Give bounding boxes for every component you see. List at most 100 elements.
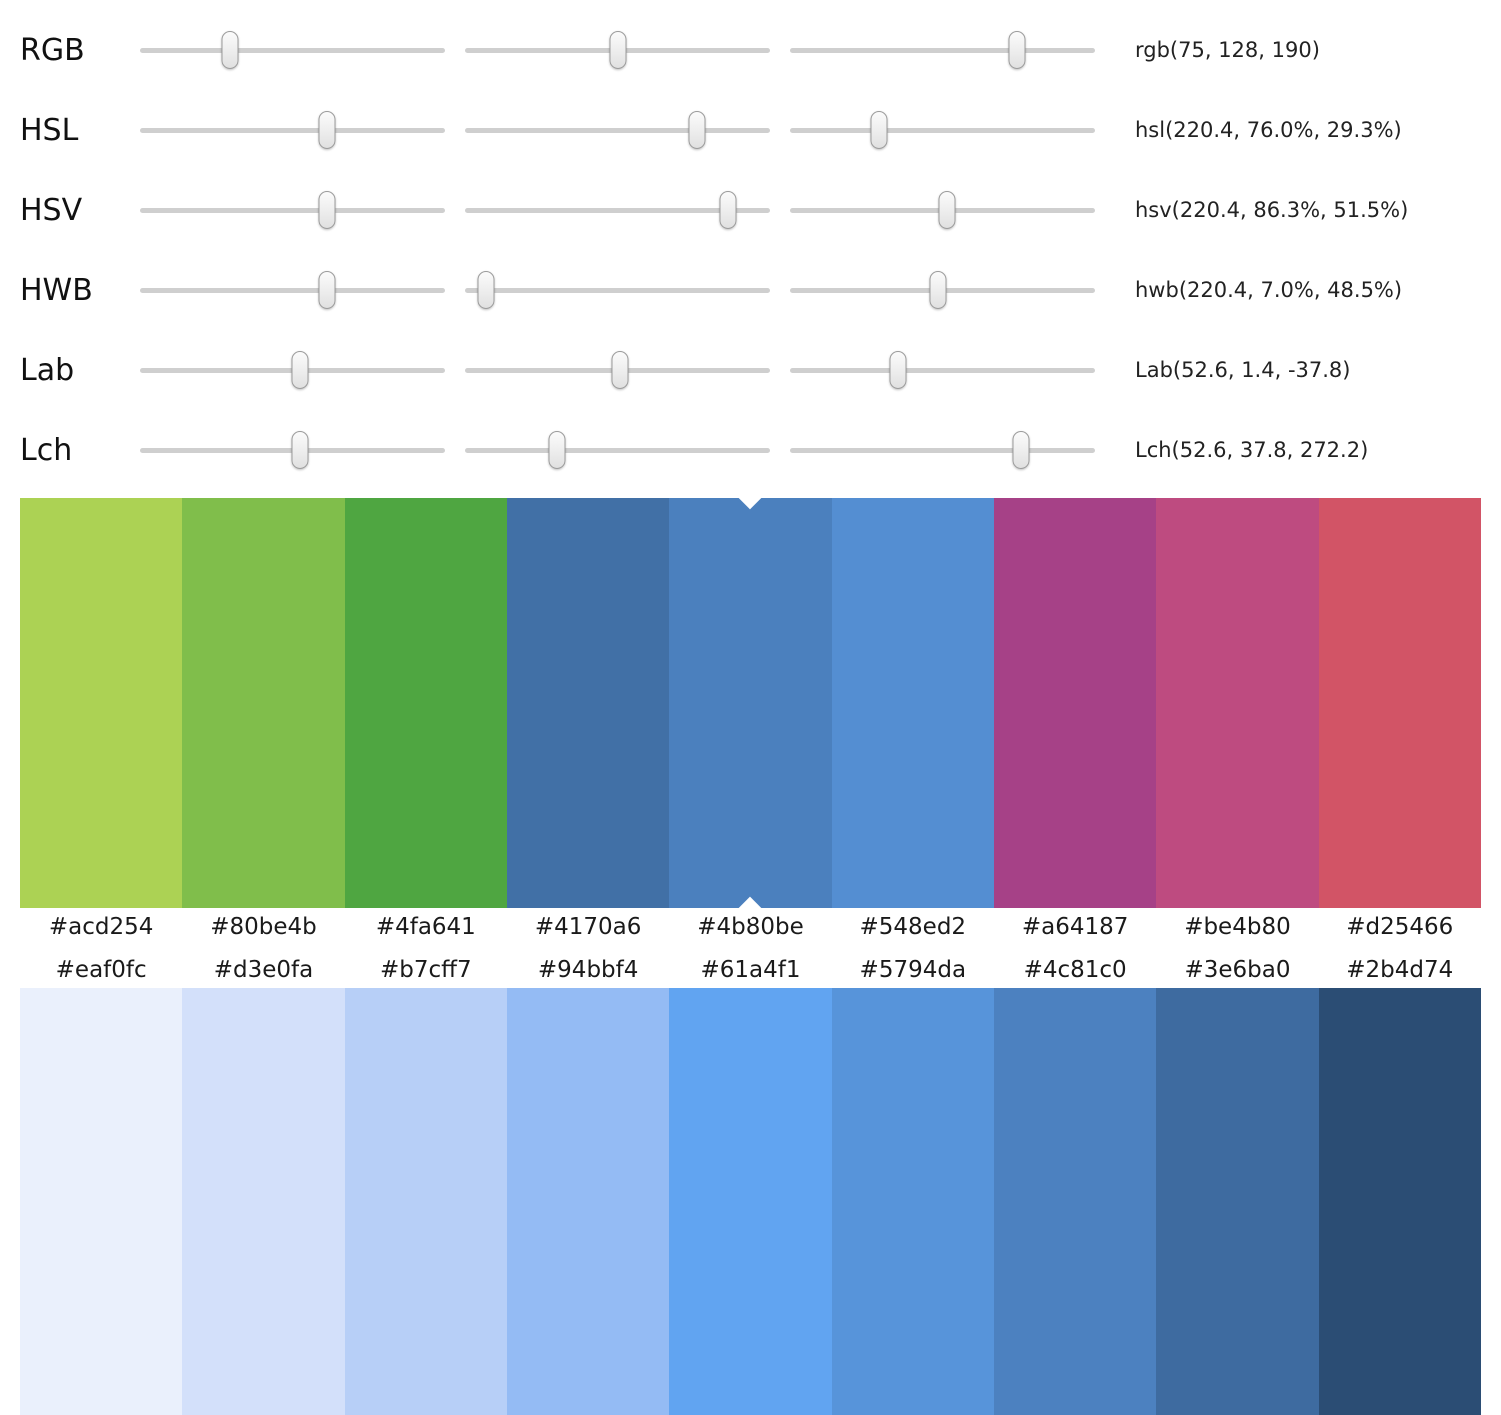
swatch-4fa641[interactable]	[344, 498, 507, 908]
hsv-slider-1[interactable]	[140, 187, 445, 233]
lab-slider-3[interactable]	[790, 347, 1095, 393]
lightness-palette	[20, 988, 1481, 1415]
lab-slider-2[interactable]	[465, 347, 770, 393]
swatch-3e6ba0[interactable]	[1156, 988, 1319, 1415]
hsl-slider-3-track[interactable]	[790, 127, 1095, 133]
lch-slider-1[interactable]	[140, 427, 445, 473]
lab-slider-1-thumb[interactable]	[291, 351, 309, 389]
hsl-slider-3[interactable]	[790, 107, 1095, 153]
rgb-slider-3[interactable]	[790, 27, 1095, 73]
rgb-slider-1-thumb[interactable]	[221, 31, 239, 69]
swatch-80be4b[interactable]	[182, 498, 345, 908]
slider-label-hwb: HWB	[20, 272, 93, 308]
lch-slider-3-thumb[interactable]	[1012, 431, 1030, 469]
lch-slider-1-thumb[interactable]	[291, 431, 309, 469]
slider-label-lch: Lch	[20, 432, 73, 468]
hwb-slider-1[interactable]	[140, 267, 445, 313]
hsv-slider-3-thumb[interactable]	[938, 191, 956, 229]
hue-palette-hex-labels: #acd254 #80be4b #4fa641 #4170a6 #4b80be #548e…	[20, 908, 1481, 945]
swatch-eaf0fc[interactable]	[20, 988, 183, 1415]
lch-slider-3-track[interactable]	[790, 447, 1095, 453]
hsv-slider-1-track[interactable]	[140, 207, 445, 213]
hsl-slider-2-thumb[interactable]	[688, 111, 706, 149]
lch-slider-2-track[interactable]	[465, 447, 770, 453]
hex-label-acd254: #acd254	[48, 914, 154, 940]
hwb-slider-3-thumb[interactable]	[929, 271, 947, 309]
swatch-4c81c0[interactable]	[993, 988, 1157, 1415]
hwb-slider-1-thumb[interactable]	[318, 271, 336, 309]
hwb-slider-1-track[interactable]	[140, 287, 445, 293]
lch-slider-3[interactable]	[790, 427, 1095, 473]
hex-label-94bbf4: #94bbf4	[537, 957, 639, 983]
swatch-a64187[interactable]	[993, 498, 1157, 908]
hex-label-d3e0fa: #d3e0fa	[213, 957, 314, 983]
slider-row-lch: Lch Lch(52.6, 37.8, 272.2)	[0, 410, 1501, 490]
hwb-slider-3[interactable]	[790, 267, 1095, 313]
slider-value-lch: Lch(52.6, 37.8, 272.2)	[1135, 438, 1369, 462]
slider-value-hsv: hsv(220.4, 86.3%, 51.5%)	[1135, 198, 1409, 222]
lch-slider-2-thumb[interactable]	[548, 431, 566, 469]
hsl-slider-2-track[interactable]	[465, 127, 770, 133]
hue-palette	[20, 486, 1481, 920]
hsl-slider-1[interactable]	[140, 107, 445, 153]
hex-label-4c81c0: #4c81c0	[1023, 957, 1127, 983]
swatch-2b4d74[interactable]	[1318, 988, 1481, 1415]
hex-label-a64187: #a64187	[1021, 914, 1129, 940]
lab-slider-3-track[interactable]	[790, 367, 1095, 373]
hex-label-4170a6: #4170a6	[534, 914, 642, 940]
hex-label-5794da: #5794da	[859, 957, 967, 983]
hsv-slider-1-thumb[interactable]	[318, 191, 336, 229]
hwb-slider-2[interactable]	[465, 267, 770, 313]
slider-value-hwb: hwb(220.4, 7.0%, 48.5%)	[1135, 278, 1403, 302]
swatch-4b80be[interactable]	[669, 486, 832, 920]
hex-label-3e6ba0: #3e6ba0	[1184, 957, 1291, 983]
swatch-b7cff7[interactable]	[344, 988, 507, 1415]
swatch-acd254[interactable]	[20, 498, 183, 908]
hsl-slider-3-thumb[interactable]	[870, 111, 888, 149]
hsl-slider-1-track[interactable]	[140, 127, 445, 133]
hsl-slider-2[interactable]	[465, 107, 770, 153]
swatch-61a4f1[interactable]	[669, 988, 832, 1415]
hwb-slider-2-thumb[interactable]	[477, 271, 495, 309]
slider-row-rgb: RGB rgb(75, 128, 190)	[0, 10, 1501, 90]
lch-slider-2[interactable]	[465, 427, 770, 473]
slider-label-lab: Lab	[20, 352, 75, 388]
slider-row-hsv: HSV hsv(220.4, 86.3%, 51.5%)	[0, 170, 1501, 250]
slider-label-rgb: RGB	[20, 32, 85, 68]
slider-row-hsl: HSL hsl(220.4, 76.0%, 29.3%)	[0, 90, 1501, 170]
rgb-slider-1[interactable]	[140, 27, 445, 73]
lab-slider-3-thumb[interactable]	[889, 351, 907, 389]
rgb-slider-2-thumb[interactable]	[609, 31, 627, 69]
rgb-slider-1-track[interactable]	[140, 47, 445, 53]
lab-slider-1[interactable]	[140, 347, 445, 393]
hex-label-eaf0fc: #eaf0fc	[55, 957, 147, 983]
hsv-slider-2[interactable]	[465, 187, 770, 233]
slider-row-lab: Lab Lab(52.6, 1.4, -37.8)	[0, 330, 1501, 410]
swatch-be4b80[interactable]	[1156, 498, 1319, 908]
swatch-94bbf4[interactable]	[506, 988, 670, 1415]
swatch-5794da[interactable]	[831, 988, 994, 1415]
rgb-slider-2[interactable]	[465, 27, 770, 73]
hex-label-d25466: #d25466	[1346, 914, 1454, 940]
rgb-slider-3-track[interactable]	[790, 47, 1095, 53]
swatch-4170a6[interactable]	[506, 498, 670, 908]
swatch-d3e0fa[interactable]	[182, 988, 345, 1415]
rgb-slider-3-thumb[interactable]	[1008, 31, 1026, 69]
color-space-sliders: RGB rgb(75, 128, 190) HSL hsl(220.4, 76.0%,…	[0, 0, 1501, 490]
slider-label-hsv: HSV	[20, 192, 83, 228]
hwb-slider-2-track[interactable]	[465, 287, 770, 293]
hsv-slider-2-thumb[interactable]	[719, 191, 737, 229]
hsv-slider-3[interactable]	[790, 187, 1095, 233]
hex-label-be4b80: #be4b80	[1184, 914, 1291, 940]
hex-label-548ed2: #548ed2	[859, 914, 967, 940]
slider-value-rgb: rgb(75, 128, 190)	[1135, 38, 1320, 62]
lab-slider-2-thumb[interactable]	[611, 351, 629, 389]
slider-row-hwb: HWB hwb(220.4, 7.0%, 48.5%)	[0, 250, 1501, 330]
slider-value-lab: Lab(52.6, 1.4, -37.8)	[1135, 358, 1351, 382]
swatch-548ed2[interactable]	[831, 498, 994, 908]
hex-label-61a4f1: #61a4f1	[700, 957, 801, 983]
hsv-slider-2-track[interactable]	[465, 207, 770, 213]
selected-swatch-marker-top	[739, 486, 762, 510]
swatch-d25466[interactable]	[1318, 498, 1481, 908]
hsl-slider-1-thumb[interactable]	[318, 111, 336, 149]
